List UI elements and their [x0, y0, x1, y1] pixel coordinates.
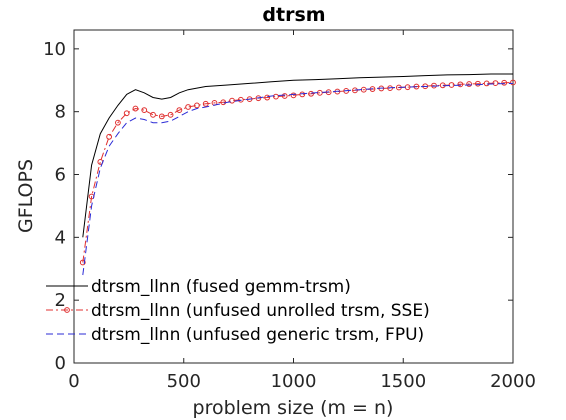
series-2-point	[273, 93, 279, 100]
plot-area	[73, 29, 514, 364]
series-2-point	[299, 91, 306, 98]
series-2-point	[79, 259, 86, 266]
legend-label-1: dtrsm_llnn (fused gemm-trsm)	[91, 277, 351, 297]
series-2-point	[123, 110, 130, 117]
series-2-point	[457, 81, 464, 88]
series-2-point	[158, 113, 165, 120]
x-tick-label: 0	[68, 371, 79, 392]
y-tick-label: 2	[55, 290, 66, 311]
series-2-point	[474, 80, 481, 87]
series-2-point	[202, 100, 209, 107]
series-2-point	[290, 92, 297, 99]
series-2-point	[106, 133, 113, 140]
series-layer	[79, 73, 516, 276]
series-line-3	[82, 82, 514, 276]
series-2-point	[308, 90, 314, 97]
y-tick-label: 8	[55, 102, 66, 123]
series-2-point	[150, 111, 156, 118]
series-2-point	[115, 119, 121, 126]
series-line-2	[82, 82, 514, 263]
series-2-point	[483, 80, 490, 87]
series-2-point	[141, 107, 148, 114]
y-tick-label: 4	[55, 227, 66, 248]
series-2-point	[255, 95, 262, 102]
series-2-point	[501, 79, 508, 86]
x-tick-label: 1500	[380, 371, 426, 392]
series-2-point	[237, 96, 244, 103]
x-tick-label: 500	[167, 371, 201, 392]
x-tick-label: 2000	[490, 371, 536, 392]
legend: dtrsm_llnn (fused gemm-trsm) dtrsm_llnn (…	[46, 277, 430, 345]
y-tick-label: 10	[43, 39, 66, 60]
series-2-point	[176, 107, 183, 114]
series-2-point	[264, 94, 271, 101]
series-2-point	[229, 97, 235, 104]
series-2-point	[281, 93, 288, 99]
legend-marker-2	[64, 307, 70, 313]
y-tick-label: 6	[55, 165, 66, 186]
series-2-point	[132, 105, 139, 112]
series-2-point	[194, 102, 200, 109]
series-2-point	[167, 111, 174, 118]
series-line-1	[82, 73, 513, 238]
legend-label-3: dtrsm_llnn (unfused generic trsm, FPU)	[91, 325, 424, 345]
series-2-point	[492, 80, 499, 86]
legend-label-2: dtrsm_llnn (unfused unrolled trsm, SSE)	[91, 301, 430, 321]
y-tick-label: 0	[55, 353, 66, 374]
series-2-point	[185, 104, 192, 110]
series-2-point	[466, 81, 473, 87]
chart-title: dtrsm	[262, 4, 325, 26]
series-2-point	[510, 79, 516, 86]
x-axis-label: problem size (m = n)	[193, 397, 394, 419]
axis-ticks: 0 500 1000 1500 2000 0 2 4 6 8 10	[43, 30, 536, 392]
y-axis-label: GFLOPS	[15, 159, 37, 233]
x-tick-label: 1000	[271, 371, 317, 392]
